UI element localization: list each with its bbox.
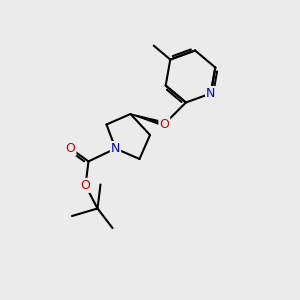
Text: O: O: [81, 179, 90, 192]
Text: O: O: [66, 142, 75, 155]
Text: N: N: [206, 87, 215, 100]
Text: O: O: [159, 118, 169, 130]
Text: N: N: [111, 142, 120, 155]
Polygon shape: [130, 114, 165, 126]
